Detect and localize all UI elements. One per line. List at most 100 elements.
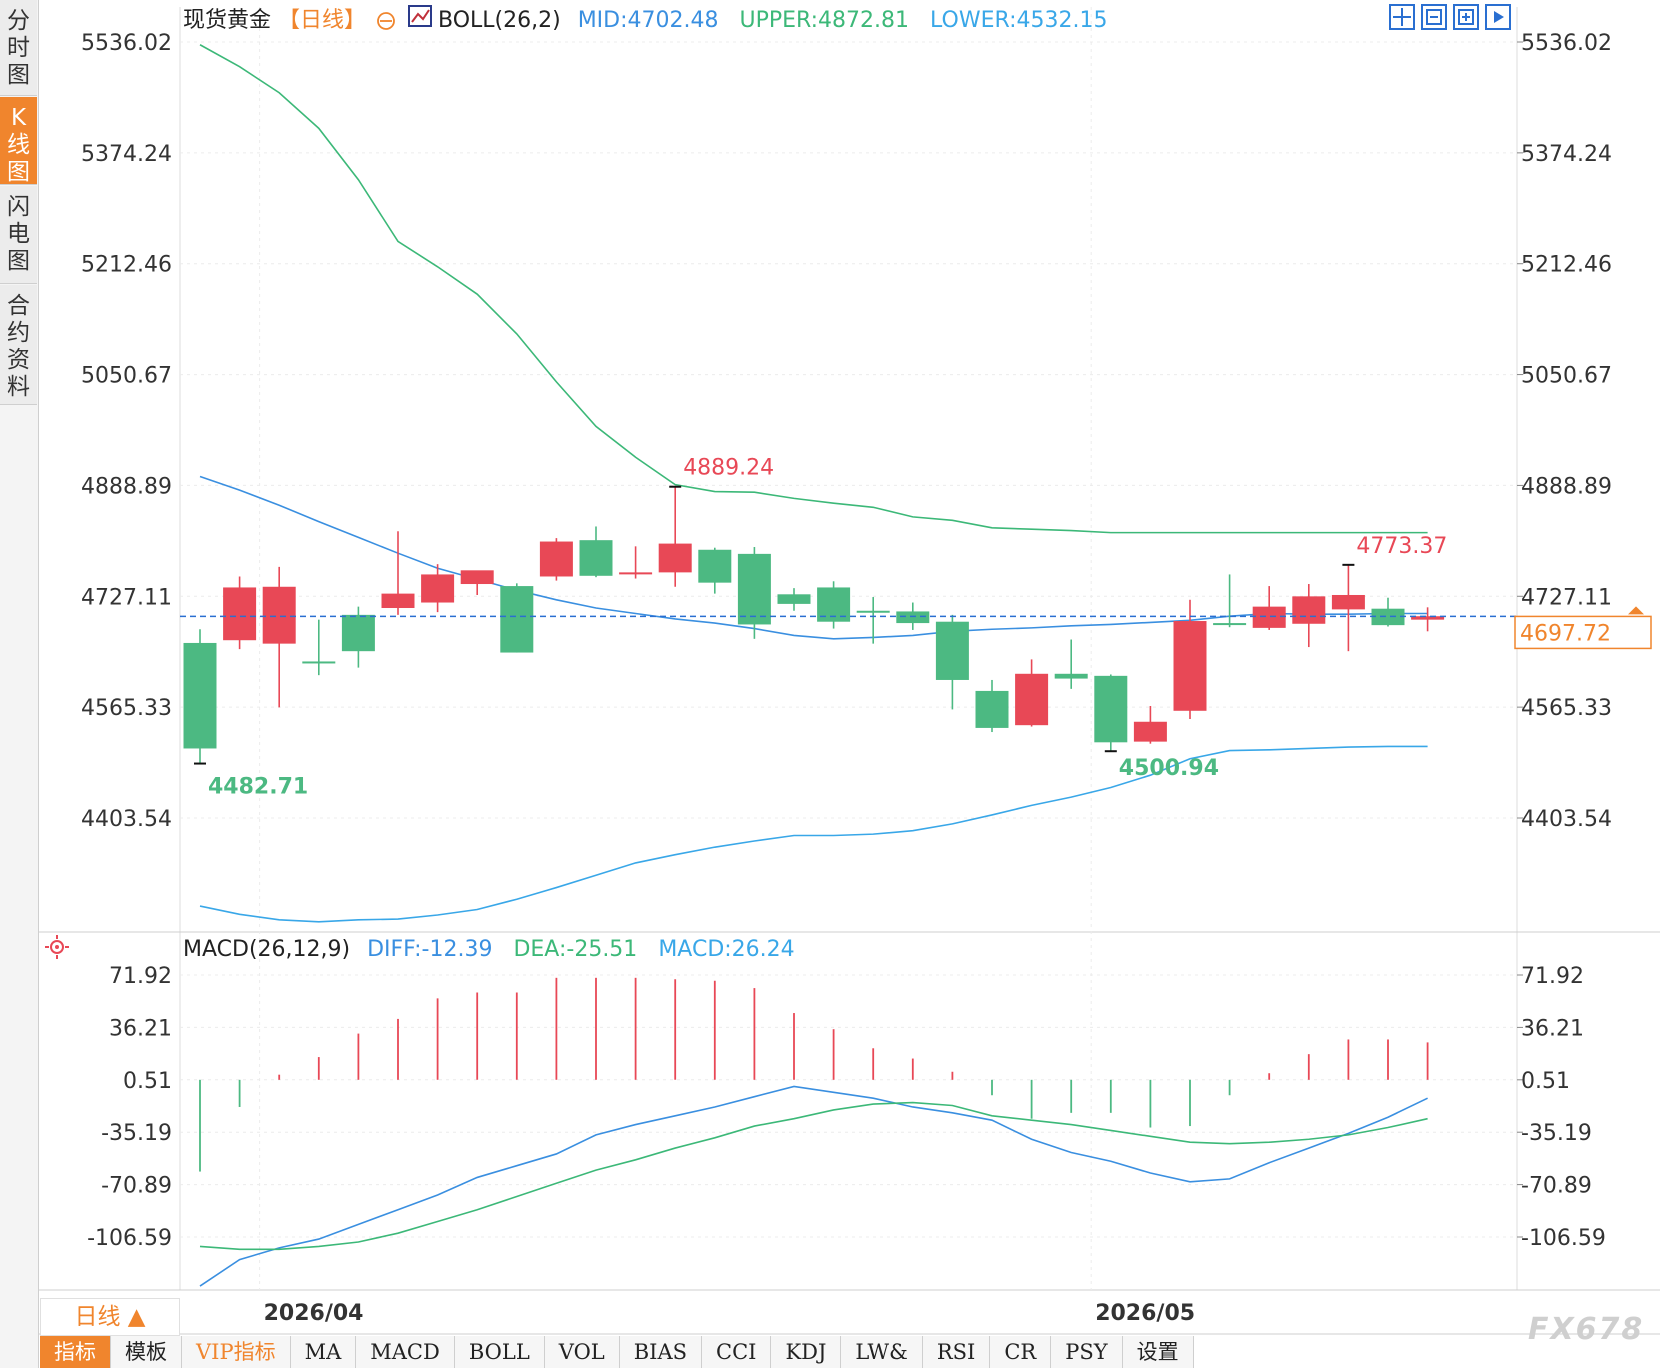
macd-value: MACD:26.24: [658, 937, 794, 962]
sidebar-tab-char: 图: [7, 159, 30, 185]
macd-y-tick-label-right: -70.89: [1521, 1174, 1592, 1199]
boll-header: BOLL(26,2) MID:4702.48 UPPER:4872.81 LOW…: [438, 8, 1108, 33]
candle-body: [1411, 616, 1445, 620]
y-axis-left: 5536.02 5374.24 5212.46 5050.67 4888.89 4727.…: [81, 31, 172, 1251]
candle-body: [223, 587, 257, 641]
candle-body: [460, 570, 494, 585]
macd-y-tick-label-left: -106.59: [87, 1226, 172, 1251]
indicator-tab-1[interactable]: 模板: [111, 1336, 182, 1368]
annotation-high: 4889.24: [683, 456, 774, 481]
boll-upper-line: [199, 44, 1428, 534]
sidebar-tab-char: 合: [7, 293, 30, 319]
candle-body: [302, 661, 336, 664]
indicator-tab-3[interactable]: MA: [290, 1336, 357, 1368]
indicator-tab-12[interactable]: CR: [990, 1336, 1052, 1368]
sidebar-tab-char: 线: [7, 132, 30, 158]
y-tick-label-left: 5212.46: [81, 253, 172, 278]
annotation-low-left: 4482.71: [208, 775, 308, 800]
annotation-recent-high: 4773.37: [1356, 534, 1447, 559]
tab-contract-info[interactable]: 合约资料: [0, 285, 37, 405]
macd-y-tick-label-left: 71.92: [109, 964, 172, 989]
indicator-tab-bar: 指标 模板 VIP指标 MA MACD BOLL VOL BIAS CCI KDJ LW& RSI CR…: [40, 1336, 1194, 1368]
sidebar-tab-char: 约: [7, 320, 30, 346]
sidebar-tab-char: 电: [7, 221, 30, 247]
indicator-chart-icon[interactable]: [408, 5, 432, 27]
macd-y-tick-label-right: 36.21: [1521, 1016, 1584, 1041]
candle-body: [1094, 675, 1128, 743]
chart-area[interactable]: 5536.02 5374.24 5212.46 5050.67 4888.89 4727.…: [0, 0, 1660, 1336]
macd-y-tick-label-left: -35.19: [101, 1121, 172, 1146]
grid: [38, 7, 1660, 1335]
current-price-label: 4697.72: [1520, 621, 1611, 646]
zoom-out-icon[interactable]: [1421, 4, 1447, 30]
indicator-tab-13[interactable]: PSY: [1051, 1336, 1123, 1368]
zoom-in-icon[interactable]: [1453, 4, 1479, 30]
candle-body: [539, 541, 573, 577]
candle-body: [896, 611, 930, 624]
macd-diff-line: [199, 1085, 1428, 1287]
y-tick-label-right: 4888.89: [1521, 474, 1612, 499]
indicator-tab-5[interactable]: BOLL: [454, 1336, 545, 1368]
indicator-tab-2[interactable]: VIP指标: [182, 1336, 291, 1368]
indicator-tab-0[interactable]: 指标: [40, 1336, 111, 1368]
indicator-tab-7[interactable]: BIAS: [619, 1336, 703, 1368]
indicator-tab-14[interactable]: 设置: [1122, 1336, 1194, 1368]
period-label: 【日线】: [278, 8, 366, 33]
candle-body: [975, 690, 1009, 728]
sidebar-tab-char: 图: [7, 248, 30, 274]
macd-header: MACD(26,12,9) DIFF:-12.39 DEA:-25.51 MAC…: [183, 937, 795, 962]
indicator-tab-4[interactable]: MACD: [356, 1336, 455, 1368]
settings-sun-icon[interactable]: [45, 935, 69, 959]
y-tick-label-right: 5374.24: [1521, 142, 1612, 167]
tab-flash-chart[interactable]: 闪电图: [0, 186, 37, 284]
current-price-marker: 4697.72: [1514, 606, 1652, 650]
x-tick-label: 2026/04: [264, 1301, 364, 1326]
indicator-tab-6[interactable]: VOL: [544, 1336, 620, 1368]
sidebar-tab-char: 图: [7, 62, 30, 88]
x-axis: 2026/04 2026/05: [264, 1301, 1195, 1326]
sidebar-tab-char: 分: [7, 8, 30, 34]
indicator-tab-11[interactable]: RSI: [922, 1336, 991, 1368]
candle-body: [1292, 596, 1326, 624]
symbol-title: 现货黄金: [183, 8, 271, 33]
candle-body: [658, 543, 692, 573]
circle-minus-icon[interactable]: [377, 12, 395, 30]
boll-mid: MID:4702.48: [578, 8, 719, 33]
macd-y-tick-label-left: -70.89: [101, 1174, 172, 1199]
macd-y-tick-label-right: -106.59: [1521, 1226, 1606, 1251]
y-tick-label-right: 4403.54: [1521, 807, 1612, 832]
candle-body: [381, 593, 415, 609]
indicator-tab-10[interactable]: LW&: [841, 1336, 923, 1368]
sidebar-tab-char: 时: [7, 35, 30, 61]
indicator-tab-8[interactable]: CCI: [702, 1336, 772, 1368]
scroll-right-icon[interactable]: [1485, 4, 1511, 30]
sidebar-tab-char: K: [10, 105, 27, 131]
macd-y-tick-label-left: 0.51: [123, 1069, 172, 1094]
macd-label: MACD(26,12,9): [183, 937, 350, 962]
sidebar-tab-char: 资: [7, 347, 30, 373]
boll-lower-line: [199, 745, 1428, 923]
y-tick-label-right: 4565.33: [1521, 696, 1612, 721]
macd-y-tick-label-right: 71.92: [1521, 964, 1584, 989]
candle-body: [1213, 623, 1247, 626]
y-tick-label-right: 5050.67: [1521, 364, 1612, 389]
sidebar-tab-char: 闪: [7, 194, 30, 220]
macd-diff: DIFF:-12.39: [367, 937, 492, 962]
candle-body: [341, 614, 375, 652]
y-tick-label-left: 5536.02: [81, 31, 172, 56]
y-tick-label-left: 4565.33: [81, 696, 172, 721]
y-tick-label-left: 4403.54: [81, 807, 172, 832]
candle-body: [1133, 721, 1167, 742]
boll-label: BOLL(26,2): [438, 8, 561, 33]
crosshair-icon[interactable]: [1389, 4, 1415, 30]
macd-y-tick-label-right: -35.19: [1521, 1121, 1592, 1146]
macd-y-tick-label-left: 36.21: [109, 1016, 172, 1041]
candle-body: [698, 549, 732, 583]
tab-intraday-chart[interactable]: 分时图: [0, 0, 37, 96]
indicator-tab-9[interactable]: KDJ: [771, 1336, 842, 1368]
period-select-button[interactable]: 日线 ▲: [40, 1298, 180, 1336]
watermark: FX678: [1528, 1312, 1645, 1347]
header-line: 现货黄金 【日线】: [183, 8, 366, 33]
candle-body: [1252, 606, 1286, 628]
